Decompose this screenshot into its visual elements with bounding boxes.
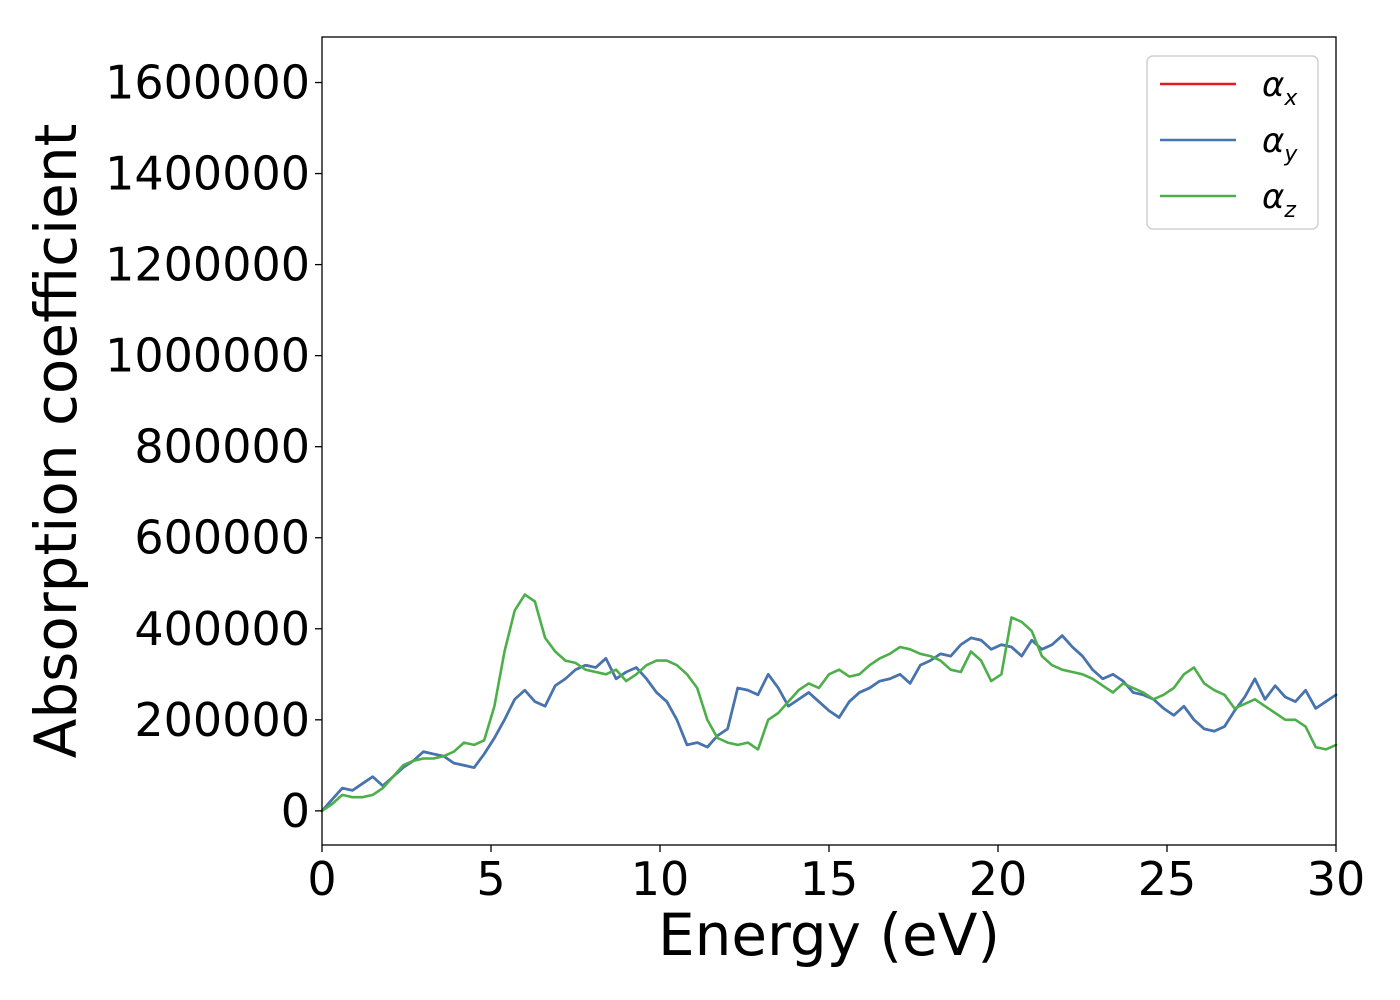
x-axis-label: Energy (eV) <box>658 901 1000 969</box>
y-tick-label: 1600000 <box>105 56 310 110</box>
y-tick-label: 1000000 <box>105 329 310 383</box>
x-tick-label: 10 <box>631 852 690 906</box>
y-axis-label: Absorption coefficient <box>22 124 90 759</box>
series-layer <box>320 593 1338 813</box>
series-line-x <box>320 634 1338 813</box>
series-line-y <box>320 634 1338 813</box>
series-line-z <box>320 593 1338 813</box>
y-tick-label: 1400000 <box>105 147 310 201</box>
x-tick-label: 15 <box>800 852 859 906</box>
legend-label-z: αz <box>1262 177 1296 223</box>
legend-label-y: αy <box>1262 121 1298 167</box>
x-tick-label: 5 <box>476 852 505 906</box>
x-tick-label: 25 <box>1138 852 1197 906</box>
y-tick-label: 600000 <box>134 511 310 565</box>
legend-label-x: αx <box>1262 65 1298 111</box>
x-axis-ticks: 0 5 10 15 20 25 30 <box>307 845 1365 906</box>
x-tick-label: 20 <box>969 852 1028 906</box>
y-tick-label: 1200000 <box>105 238 310 292</box>
legend-items: αx αy αz <box>1160 65 1298 223</box>
x-tick-label: 0 <box>307 852 336 906</box>
y-tick-label: 0 <box>281 784 310 838</box>
y-tick-label: 400000 <box>134 602 310 656</box>
y-tick-label: 200000 <box>134 693 310 747</box>
y-axis-ticks: 0 200000 400000 600000 800000 1000000 1200000 1… <box>105 56 322 838</box>
legend-frame <box>1146 55 1319 230</box>
y-tick-label: 800000 <box>134 420 310 474</box>
x-tick-label: 30 <box>1307 852 1366 906</box>
legend: αx αy αz <box>1146 55 1319 230</box>
